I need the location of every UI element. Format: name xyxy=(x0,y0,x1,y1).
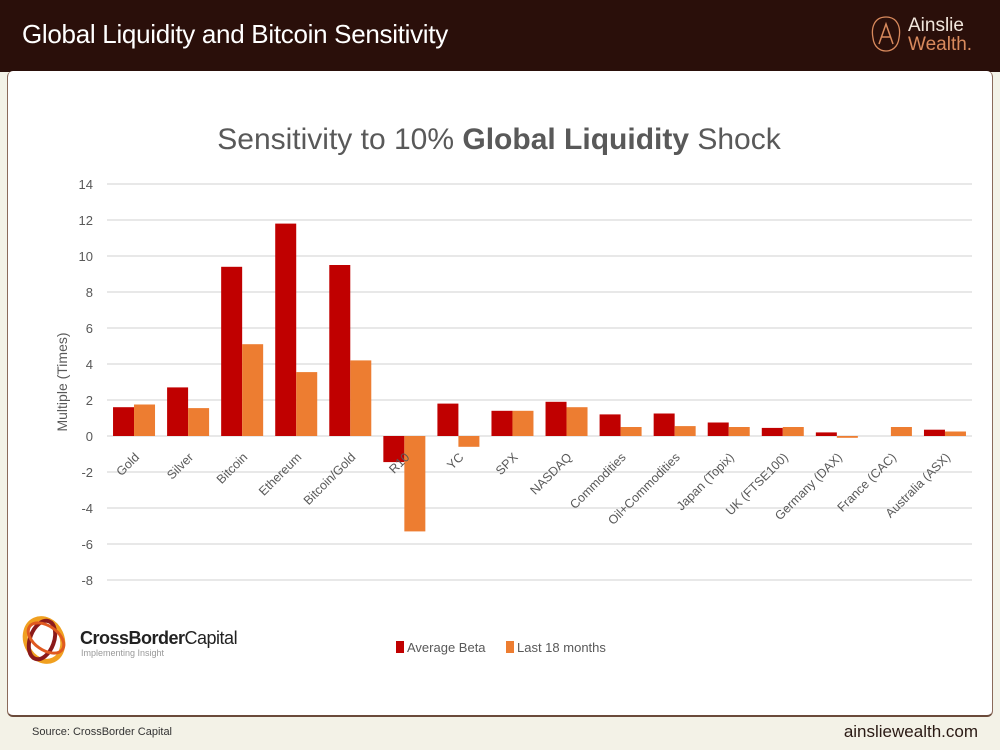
website-link[interactable]: ainsliewealth.com xyxy=(843,722,978,741)
x-tick-label: SPX xyxy=(493,450,521,478)
bar-average-beta xyxy=(167,387,189,436)
y-tick-label: 6 xyxy=(86,321,93,336)
chart-title: Sensitivity to 10% Global Liquidity Shoc… xyxy=(217,123,781,156)
bar-average-beta xyxy=(275,223,297,436)
bar-last-18-months xyxy=(242,344,264,436)
x-tick-label: NASDAQ xyxy=(527,450,574,497)
x-tick-label: Bitcoin xyxy=(214,450,250,486)
bar-average-beta xyxy=(923,429,945,436)
legend: Average Beta Last 18 months xyxy=(396,640,606,655)
legend-label-last-18-months: Last 18 months xyxy=(517,640,606,655)
bar-last-18-months xyxy=(458,436,480,447)
y-tick-label: 14 xyxy=(79,177,93,192)
bar-average-beta xyxy=(383,436,405,463)
bar-last-18-months xyxy=(890,427,912,436)
ainslie-logo: Ainslie Wealth. xyxy=(868,14,988,60)
y-tick-label: -4 xyxy=(81,501,93,516)
source-note: Source: CrossBorder Capital xyxy=(32,726,173,738)
bar-average-beta xyxy=(545,401,567,436)
x-tick-label: Gold xyxy=(114,450,143,479)
bar-last-18-months xyxy=(674,426,696,436)
crossborder-name: CrossBorderCapital xyxy=(80,628,238,648)
crossborder-logo: CrossBorderCapital Implementing Insight xyxy=(20,612,238,671)
legend-label-average-beta: Average Beta xyxy=(407,640,486,655)
y-tick-label: 12 xyxy=(79,213,93,228)
x-tick-label: Silver xyxy=(164,450,196,482)
bar-last-18-months xyxy=(728,427,750,436)
bar-average-beta xyxy=(653,413,675,436)
crossborder-logo-icon xyxy=(22,616,66,664)
bar-last-18-months xyxy=(944,431,966,436)
bar-last-18-months xyxy=(836,436,858,438)
y-tick-label: -2 xyxy=(81,465,93,480)
ainslie-logo-icon xyxy=(871,16,901,52)
y-tick-label: 10 xyxy=(79,249,93,264)
bar-last-18-months xyxy=(404,436,426,532)
bar-average-beta xyxy=(761,427,783,436)
bar-last-18-months xyxy=(782,427,804,436)
bar-average-beta xyxy=(329,265,351,436)
brand-line2: Wealth. xyxy=(908,34,973,55)
y-tick-label: 8 xyxy=(86,285,93,300)
bar-average-beta xyxy=(221,266,243,436)
bar-average-beta xyxy=(491,410,513,436)
bar-last-18-months xyxy=(296,372,318,436)
bar-last-18-months xyxy=(188,408,210,436)
bar-last-18-months xyxy=(620,427,642,436)
header-bar: Global Liquidity and Bitcoin Sensitivity… xyxy=(0,0,1000,72)
y-tick-label: -6 xyxy=(81,537,93,552)
crossborder-tagline: Implementing Insight xyxy=(81,648,165,658)
y-tick-label: 2 xyxy=(86,393,93,408)
bar-last-18-months xyxy=(134,404,156,436)
bar-last-18-months xyxy=(512,410,534,436)
y-axis-label: Multiple (Times) xyxy=(54,332,70,431)
y-tick-label: 0 xyxy=(86,429,93,444)
bar-average-beta xyxy=(707,422,729,436)
bar-average-beta xyxy=(599,414,621,436)
bar-average-beta xyxy=(113,407,135,436)
bar-last-18-months xyxy=(350,360,372,436)
y-tick-label: 4 xyxy=(86,357,93,372)
bar-average-beta xyxy=(437,403,459,436)
x-tick-label: Ethereum xyxy=(256,450,304,498)
y-tick-label: -8 xyxy=(81,573,93,588)
page-title: Global Liquidity and Bitcoin Sensitivity xyxy=(22,19,448,49)
bar-last-18-months xyxy=(566,407,588,436)
brand-line1: Ainslie xyxy=(908,15,964,36)
x-tick-label: YC xyxy=(444,450,466,472)
legend-swatch-last-18-months xyxy=(506,641,514,653)
x-tick-label: Bitcoin/Gold xyxy=(301,450,359,508)
legend-swatch-average-beta xyxy=(396,641,404,653)
bar-average-beta xyxy=(815,432,837,436)
